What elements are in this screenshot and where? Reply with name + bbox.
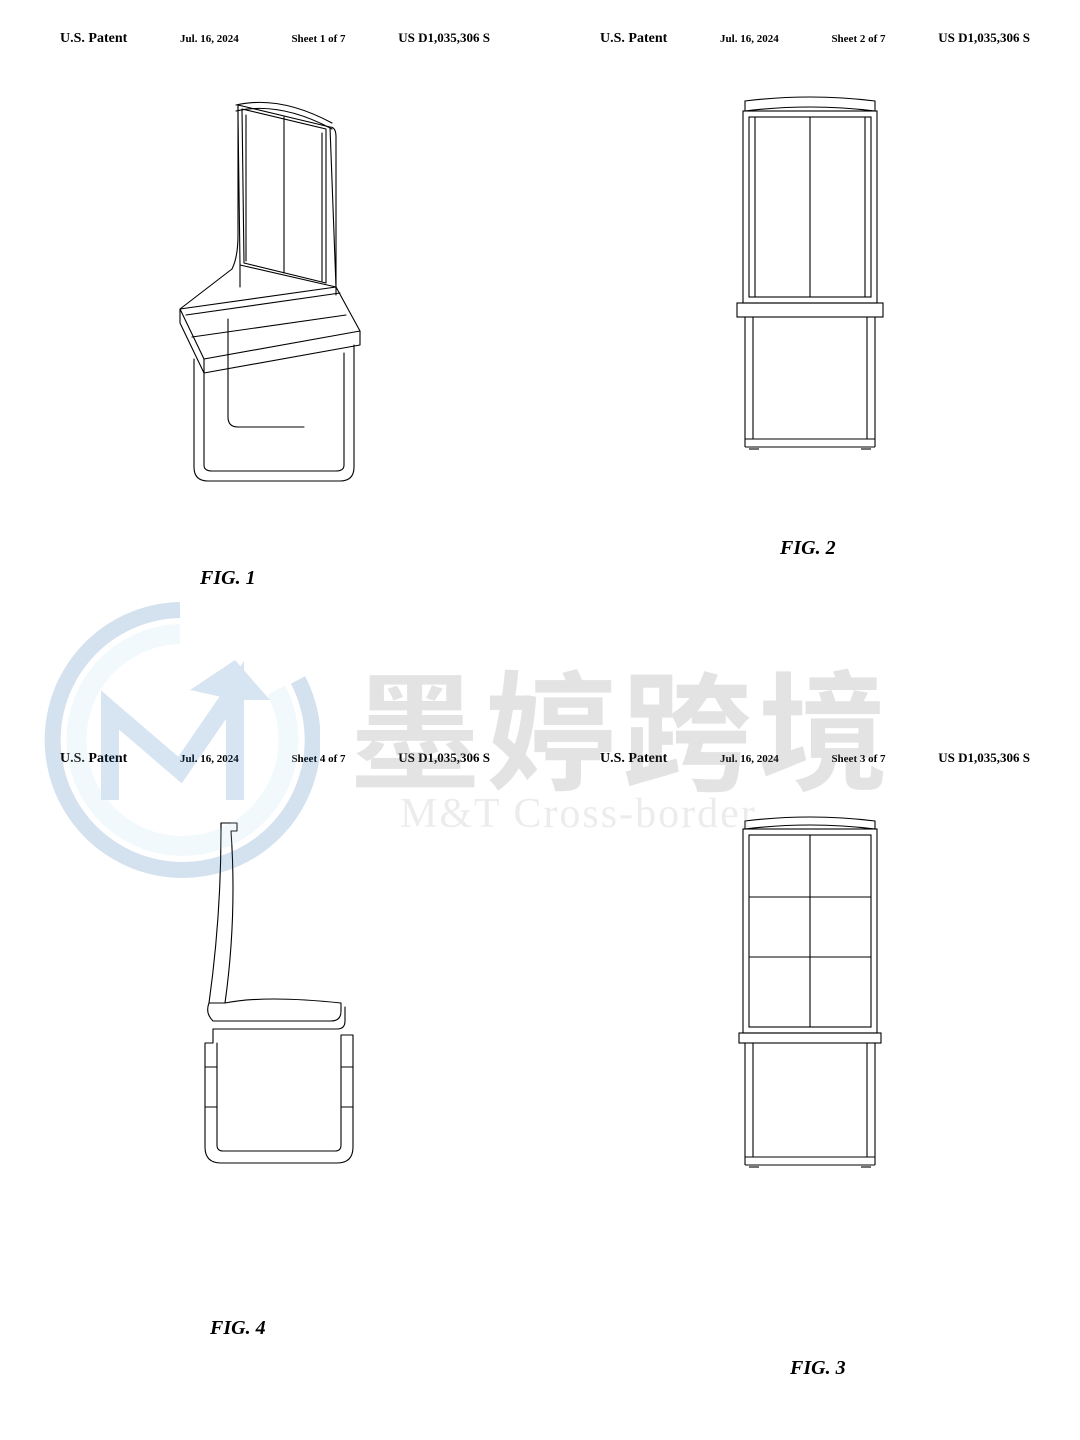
patent-title: U.S. Patent bbox=[60, 31, 127, 47]
patent-title: U.S. Patent bbox=[600, 751, 667, 767]
patent-date: Jul. 16, 2024 bbox=[180, 753, 239, 765]
chair-front-icon bbox=[715, 87, 905, 457]
chair-perspective-icon bbox=[120, 87, 420, 507]
patent-title: U.S. Patent bbox=[60, 751, 127, 767]
panel-fig1: U.S. Patent Jul. 16, 2024 Sheet 1 of 7 U… bbox=[0, 0, 540, 720]
patent-number: US D1,035,306 S bbox=[938, 30, 1030, 46]
patent-title: U.S. Patent bbox=[600, 31, 667, 47]
header-fig4: U.S. Patent Jul. 16, 2024 Sheet 4 of 7 U… bbox=[20, 750, 520, 767]
figure-label: FIG. 2 bbox=[780, 537, 836, 560]
sheet-number: Sheet 3 of 7 bbox=[831, 753, 885, 765]
sheet-number: Sheet 1 of 7 bbox=[291, 33, 345, 45]
patent-number: US D1,035,306 S bbox=[398, 750, 490, 766]
figure-1-drawing bbox=[20, 87, 520, 507]
sheet-number: Sheet 2 of 7 bbox=[831, 33, 885, 45]
panel-fig4: U.S. Patent Jul. 16, 2024 Sheet 4 of 7 U… bbox=[0, 720, 540, 1440]
patent-date: Jul. 16, 2024 bbox=[720, 753, 779, 765]
chair-rear-icon bbox=[715, 807, 905, 1177]
figure-3-drawing bbox=[560, 807, 1060, 1177]
patent-number: US D1,035,306 S bbox=[398, 30, 490, 46]
patent-sheet-grid: U.S. Patent Jul. 16, 2024 Sheet 1 of 7 U… bbox=[0, 0, 1080, 1440]
patent-date: Jul. 16, 2024 bbox=[720, 33, 779, 45]
chair-side-icon bbox=[165, 807, 375, 1187]
panel-fig3: U.S. Patent Jul. 16, 2024 Sheet 3 of 7 U… bbox=[540, 720, 1080, 1440]
figure-label: FIG. 1 bbox=[200, 567, 256, 590]
header-fig3: U.S. Patent Jul. 16, 2024 Sheet 3 of 7 U… bbox=[560, 750, 1060, 767]
figure-label: FIG. 3 bbox=[790, 1357, 846, 1380]
header-fig1: U.S. Patent Jul. 16, 2024 Sheet 1 of 7 U… bbox=[20, 30, 520, 47]
patent-date: Jul. 16, 2024 bbox=[180, 33, 239, 45]
header-fig2: U.S. Patent Jul. 16, 2024 Sheet 2 of 7 U… bbox=[560, 30, 1060, 47]
panel-fig2: U.S. Patent Jul. 16, 2024 Sheet 2 of 7 U… bbox=[540, 0, 1080, 720]
figure-label: FIG. 4 bbox=[210, 1317, 266, 1340]
figure-4-drawing bbox=[20, 807, 520, 1187]
figure-2-drawing bbox=[560, 87, 1060, 457]
sheet-number: Sheet 4 of 7 bbox=[291, 753, 345, 765]
patent-number: US D1,035,306 S bbox=[938, 750, 1030, 766]
